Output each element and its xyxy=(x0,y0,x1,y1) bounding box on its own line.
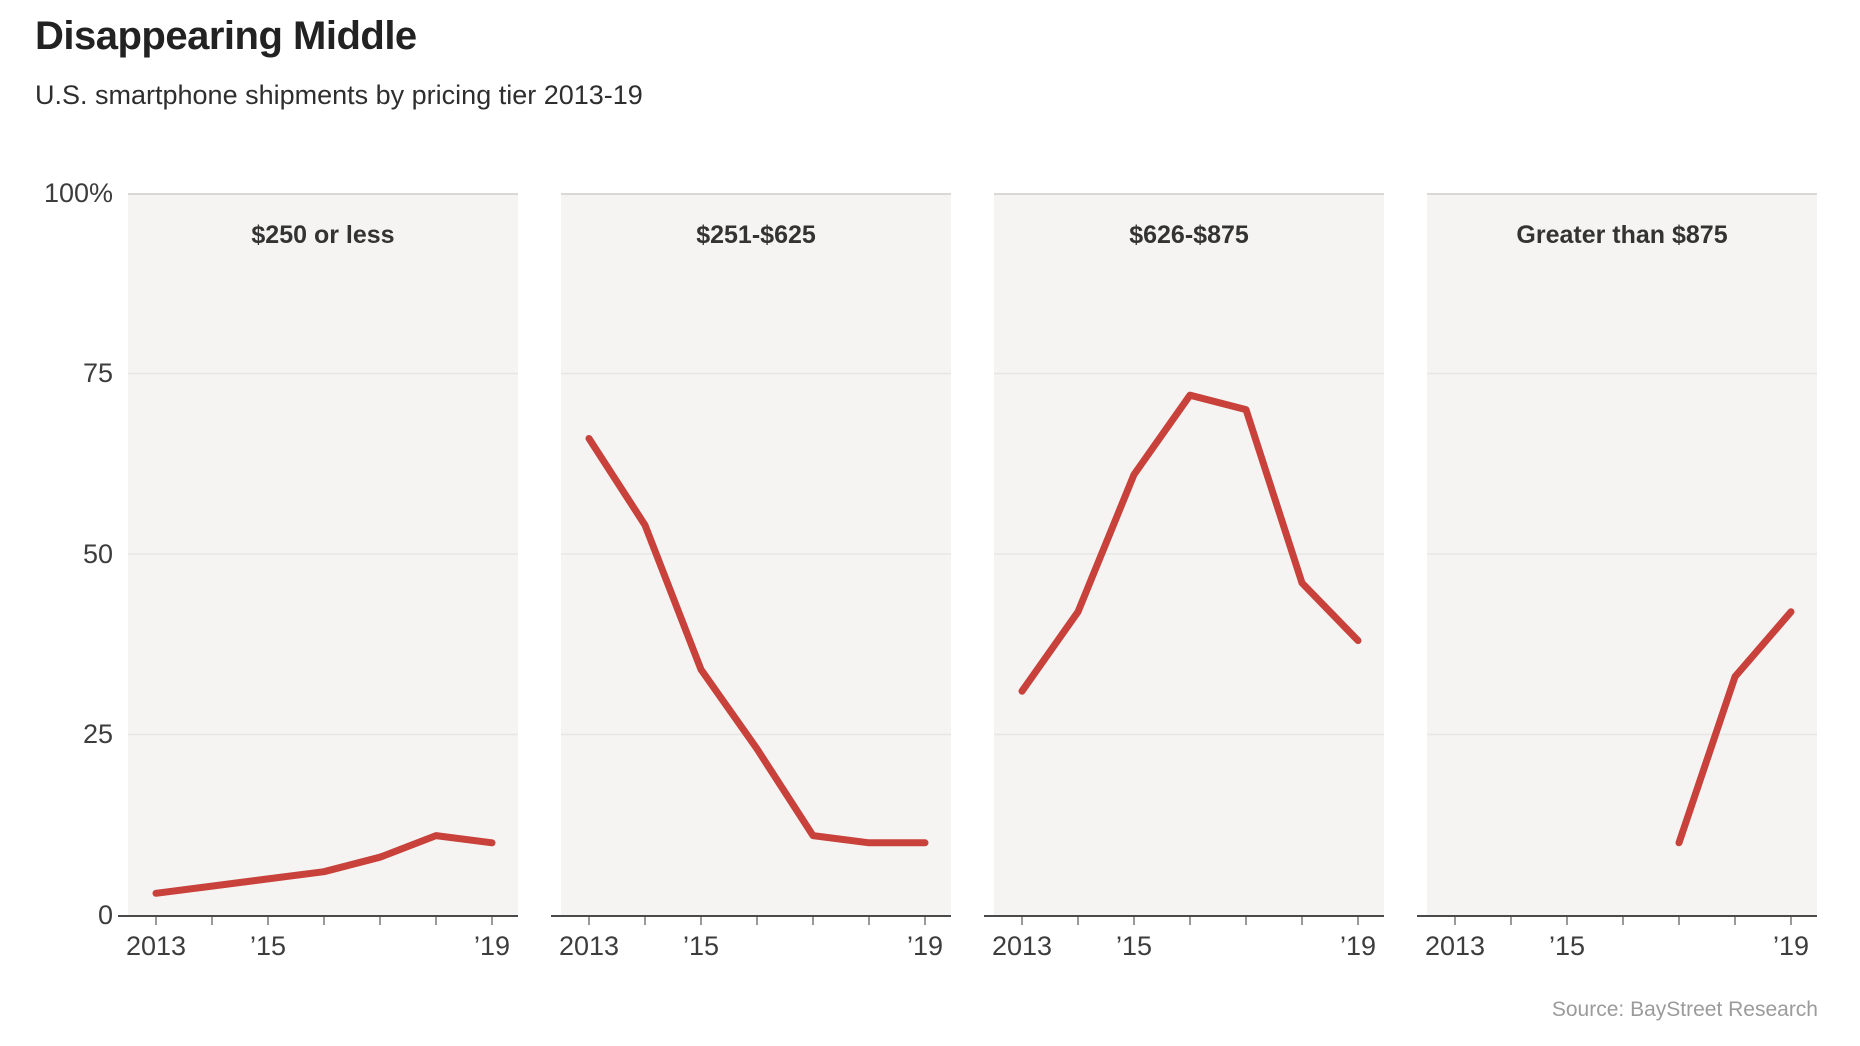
x-tick xyxy=(1790,917,1792,925)
x-tick xyxy=(1454,917,1456,925)
panel-greater-875: Greater than $875 2013 ’15 ’19 xyxy=(1417,193,1817,961)
x-tick xyxy=(267,917,269,925)
x-tick xyxy=(1021,917,1023,925)
x-tick xyxy=(211,917,213,925)
x-tick xyxy=(323,917,325,925)
x-tick xyxy=(1734,917,1736,925)
x-tick-label: 2013 xyxy=(558,931,620,961)
x-tick xyxy=(379,917,381,925)
x-axis-line xyxy=(118,915,518,917)
x-tick xyxy=(1622,917,1624,925)
x-tick-label: 2013 xyxy=(125,931,187,961)
x-tick-label: ’15 xyxy=(1548,931,1586,961)
line-plot xyxy=(561,193,951,847)
panel-626-875: $626-$875 2013 ’15 ’19 xyxy=(984,193,1384,961)
chart-subtitle: U.S. smartphone shipments by pricing tie… xyxy=(35,80,643,110)
x-tick xyxy=(1566,917,1568,925)
y-axis-label-100: 100% xyxy=(43,178,113,208)
x-axis-line xyxy=(1417,915,1817,917)
line-plot xyxy=(128,193,518,897)
y-axis-label-25: 25 xyxy=(82,719,113,749)
panel-251-625: $251-$625 2013 ’15 ’19 xyxy=(551,193,951,961)
x-tick xyxy=(812,917,814,925)
x-tick xyxy=(868,917,870,925)
x-tick-label: 2013 xyxy=(1424,931,1486,961)
x-tick xyxy=(588,917,590,925)
x-tick xyxy=(491,917,493,925)
y-axis-label-75: 75 xyxy=(82,358,113,388)
x-tick xyxy=(1189,917,1191,925)
x-tick-label: ’19 xyxy=(1339,931,1377,961)
source-credit: Source: BayStreet Research xyxy=(1551,998,1818,1021)
x-tick xyxy=(155,917,157,925)
x-axis-line xyxy=(551,915,951,917)
x-tick-label: ’19 xyxy=(1772,931,1810,961)
x-tick xyxy=(1301,917,1303,925)
x-tick xyxy=(700,917,702,925)
x-tick xyxy=(1678,917,1680,925)
x-tick xyxy=(1357,917,1359,925)
y-axis-label-50: 50 xyxy=(82,539,113,569)
x-tick xyxy=(756,917,758,925)
x-tick-label: ’15 xyxy=(1115,931,1153,961)
line-plot xyxy=(994,193,1384,736)
line-plot xyxy=(1427,193,1817,847)
y-axis-label-0: 0 xyxy=(97,900,113,930)
x-tick xyxy=(1077,917,1079,925)
chart-title: Disappearing Middle xyxy=(35,14,417,58)
x-tick xyxy=(1133,917,1135,925)
x-tick-label: ’19 xyxy=(473,931,511,961)
x-tick-label: ’15 xyxy=(249,931,287,961)
panel-title: $250 or less xyxy=(251,221,395,249)
panel-title: $626-$875 xyxy=(1129,221,1249,249)
x-tick xyxy=(435,917,437,925)
x-axis-line xyxy=(984,915,1384,917)
x-tick-label: ’15 xyxy=(682,931,720,961)
x-tick xyxy=(924,917,926,925)
panel-title: Greater than $875 xyxy=(1516,221,1728,249)
x-tick xyxy=(1245,917,1247,925)
panel-title: $251-$625 xyxy=(696,221,816,249)
x-tick-label: ’19 xyxy=(906,931,944,961)
x-tick xyxy=(644,917,646,925)
x-tick-label: 2013 xyxy=(991,931,1053,961)
panel-250-or-less: $250 or less 2013 ’15 ’19 xyxy=(118,193,518,961)
x-tick xyxy=(1510,917,1512,925)
